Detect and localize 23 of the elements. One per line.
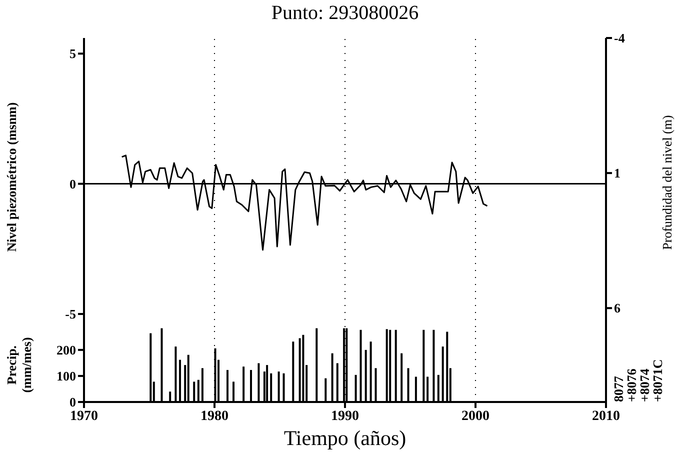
text: +8071C [650,359,665,402]
x-tick-label: 2010 [592,408,620,424]
y2-axis-title: Profundidad del nivel (m) [660,115,675,250]
x-tick-label: 1990 [331,408,359,424]
x-tick-label: 2000 [462,408,490,424]
chart-title: Punto: 293080026 [270,2,420,25]
text: +8076 [624,368,639,402]
y-axis-title: Precip. (mm/mes) [4,336,34,394]
y-tick-label: 0 [70,176,76,192]
y2-tick-label: 6 [614,300,621,316]
y-tick-label: 0 [70,394,76,410]
y-tick-label: 100 [56,368,76,384]
text: 8077 [611,376,626,402]
y2-tick-label: 1 [614,166,620,181]
y-tick-label: -5 [65,306,76,322]
text: +8074 [637,368,652,402]
y2-tick-label: -4 [614,30,626,46]
y-axis-title: Nivel piezométrico (msnm) [4,100,19,254]
x-tick-label: 1980 [200,408,228,424]
y-tick-label: 200 [56,342,76,358]
x-axis-title: Tiempo (años) [282,426,408,450]
x-tick-label: 1970 [70,408,98,424]
y-tick-label: 5 [70,46,76,62]
